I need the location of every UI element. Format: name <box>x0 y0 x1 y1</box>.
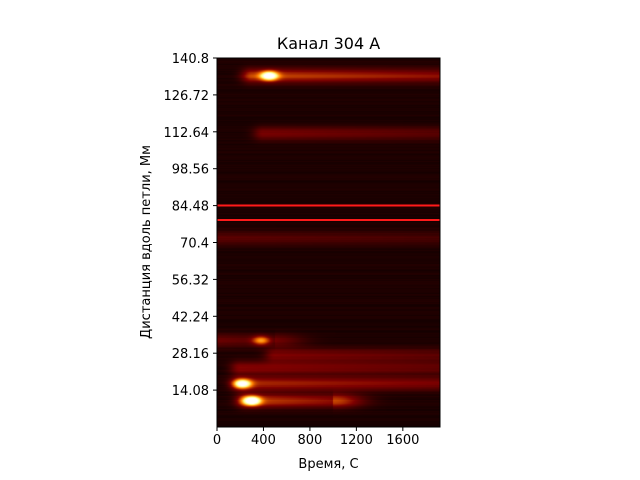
y-tick-label: 126.72 <box>164 89 210 104</box>
y-tick-label: 70.4 <box>180 237 209 252</box>
x-tick-label: 400 <box>251 433 276 448</box>
x-tick-label: 800 <box>298 433 323 448</box>
y-tick-label: 140.8 <box>172 52 209 67</box>
y-axis: 14.08 28.16 42.24 56.32 70.4 84.48 98.56 112.64… <box>164 52 217 399</box>
marker-lines <box>217 204 440 221</box>
x-axis: 0 400 800 1200 1600 <box>213 427 419 448</box>
y-tick-label: 28.16 <box>172 347 209 362</box>
y-tick-label: 56.32 <box>172 273 209 288</box>
chart-title: Канал 304 A <box>277 34 380 53</box>
y-tick-label: 14.08 <box>172 384 209 399</box>
y-tick-label: 42.24 <box>172 310 209 325</box>
x-tick-label: 0 <box>213 433 221 448</box>
x-tick-label: 1600 <box>386 433 419 448</box>
y-tick-label: 84.48 <box>172 200 209 215</box>
y-axis-label: Дистанция вдоль петли, Мм <box>139 145 154 339</box>
heatmap-image <box>217 58 440 427</box>
plot-area <box>216 57 441 428</box>
x-tick-label: 1200 <box>340 433 373 448</box>
y-tick-label: 112.64 <box>164 126 210 141</box>
x-axis-label: Время, С <box>298 457 358 472</box>
y-tick-label: 98.56 <box>172 163 209 178</box>
